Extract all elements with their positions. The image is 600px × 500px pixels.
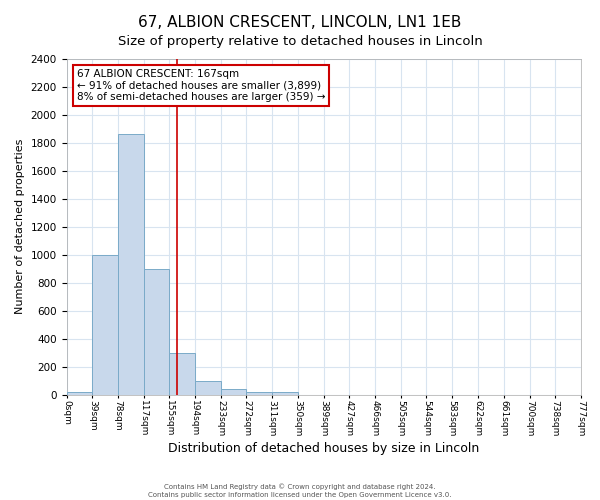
Text: Size of property relative to detached houses in Lincoln: Size of property relative to detached ho… bbox=[118, 35, 482, 48]
Bar bbox=[221, 389, 247, 394]
Bar bbox=[272, 392, 298, 394]
Text: 67 ALBION CRESCENT: 167sqm
← 91% of detached houses are smaller (3,899)
8% of se: 67 ALBION CRESCENT: 167sqm ← 91% of deta… bbox=[77, 69, 325, 102]
Bar bbox=[195, 380, 221, 394]
Bar bbox=[169, 352, 195, 395]
Bar bbox=[92, 254, 118, 394]
Bar bbox=[247, 392, 272, 394]
Bar bbox=[67, 392, 92, 394]
Y-axis label: Number of detached properties: Number of detached properties bbox=[15, 139, 25, 314]
Text: 67, ALBION CRESCENT, LINCOLN, LN1 1EB: 67, ALBION CRESCENT, LINCOLN, LN1 1EB bbox=[139, 15, 461, 30]
Bar bbox=[144, 268, 169, 394]
Text: Contains HM Land Registry data © Crown copyright and database right 2024.
Contai: Contains HM Land Registry data © Crown c… bbox=[148, 484, 452, 498]
Bar bbox=[118, 134, 144, 394]
X-axis label: Distribution of detached houses by size in Lincoln: Distribution of detached houses by size … bbox=[168, 442, 479, 455]
